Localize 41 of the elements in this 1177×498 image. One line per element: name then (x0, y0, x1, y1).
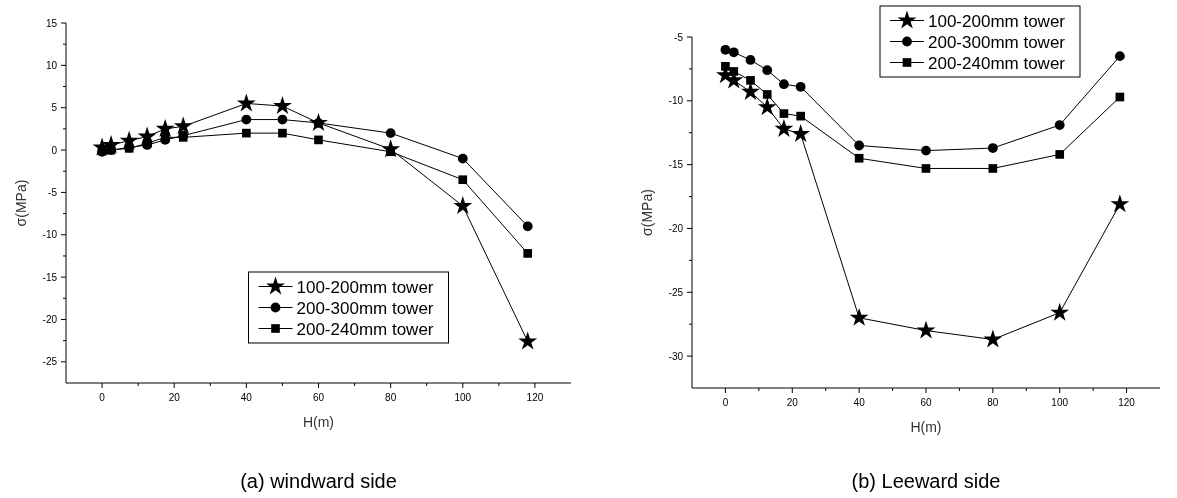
y-axis-title: σ(MPa) (13, 179, 29, 227)
x-tick-label: 20 (786, 397, 799, 408)
y-tick-label: -5 (48, 186, 58, 198)
x-tick-label: 40 (853, 397, 866, 408)
y-tick-label: 15 (45, 17, 58, 29)
x-axis-title: H(m) (910, 419, 942, 435)
x-tick-label: 100 (1051, 397, 1069, 408)
x-tick-label: 120 (526, 392, 544, 403)
y-tick-label: -15 (42, 271, 58, 283)
y-tick-label: 5 (51, 102, 58, 114)
y-tick-label: -25 (42, 356, 58, 368)
legend-label: 200-300mm tower (296, 298, 434, 318)
legend-label: 100-200mm tower (928, 11, 1066, 31)
x-tick-label: 80 (987, 397, 999, 408)
x-tick-label: 0 (722, 397, 729, 408)
x-axis-title: H(m) (302, 414, 335, 430)
y-tick-label: -10 (668, 95, 684, 107)
y-tick-label: -15 (668, 159, 684, 171)
y-tick-label: -5 (674, 31, 684, 43)
text: (a) windward side (240, 470, 397, 492)
y-tick-label: 0 (51, 144, 58, 156)
y-tick-label: -25 (668, 286, 684, 298)
text: (b) Leeward side (851, 470, 1001, 492)
y-tick-label: -20 (668, 222, 684, 234)
x-tick-label: 120 (1118, 397, 1136, 408)
y-tick-label: 10 (45, 59, 58, 71)
y-axis-title: σ(MPa) (639, 189, 655, 236)
x-tick-label: 0 (99, 392, 106, 403)
x-tick-label: 60 (920, 397, 932, 408)
y-tick-label: -30 (668, 350, 684, 362)
x-tick-label: 100 (454, 392, 472, 403)
legend-label: 100-200mm tower (296, 277, 434, 297)
y-tick-label: -10 (42, 229, 58, 241)
legend-label: 200-240mm tower (928, 53, 1066, 73)
x-tick-label: 20 (168, 392, 181, 403)
legend-label: 200-300mm tower (928, 32, 1066, 52)
x-tick-label: 80 (385, 392, 397, 403)
x-tick-label: 60 (312, 392, 325, 403)
y-tick-label: -20 (42, 313, 58, 325)
legend-label: 200-240mm tower (296, 319, 434, 339)
x-tick-label: 40 (240, 392, 253, 403)
